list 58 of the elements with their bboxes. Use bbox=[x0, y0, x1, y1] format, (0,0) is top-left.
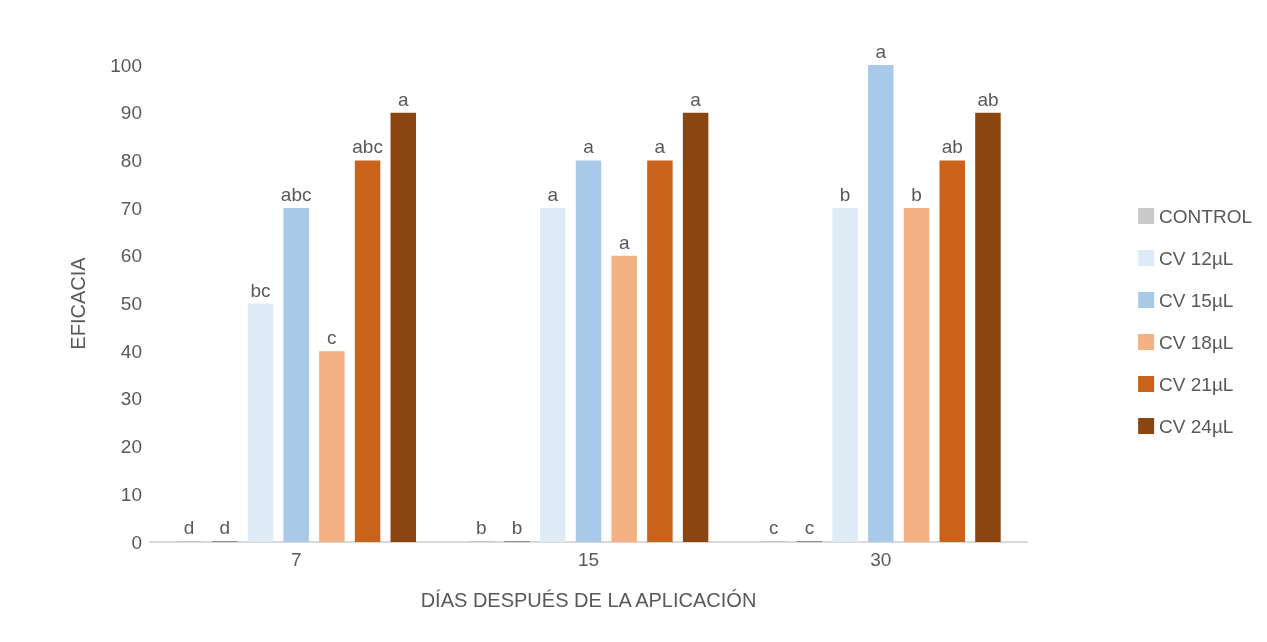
data-label: b bbox=[839, 184, 851, 206]
data-label: abc bbox=[352, 136, 383, 158]
y-tick-label: 80 bbox=[120, 149, 142, 171]
y-tick-label: 60 bbox=[120, 245, 142, 267]
data-label: a bbox=[547, 184, 559, 206]
y-tick-label: 70 bbox=[120, 197, 142, 219]
y-tick-label: 20 bbox=[120, 436, 142, 458]
bar bbox=[354, 160, 381, 542]
x-tick-label: 7 bbox=[290, 549, 302, 570]
bar bbox=[939, 160, 965, 542]
data-label: b bbox=[911, 184, 922, 206]
bar bbox=[390, 112, 417, 542]
legend-label: CV 12µL bbox=[1159, 247, 1234, 269]
data-label: ab bbox=[941, 136, 963, 158]
data-label: a bbox=[397, 88, 409, 110]
y-tick-label: 100 bbox=[110, 54, 142, 76]
data-label: c bbox=[327, 327, 337, 349]
y-axis-title: EFICACIA bbox=[67, 256, 89, 350]
bar bbox=[575, 160, 602, 542]
data-label: a bbox=[875, 41, 887, 62]
legend-label: CV 24µL bbox=[1159, 415, 1234, 437]
legend-label: CV 15µL bbox=[1159, 289, 1234, 311]
data-label: b bbox=[511, 517, 523, 538]
legend-label: CV 18µL bbox=[1159, 331, 1234, 353]
data-label: b bbox=[476, 517, 487, 538]
bar bbox=[868, 65, 894, 542]
legend-label: CV 21µL bbox=[1159, 373, 1234, 395]
y-tick-label: 50 bbox=[120, 293, 142, 314]
data-label: a bbox=[690, 88, 702, 110]
bar bbox=[319, 351, 345, 542]
bar bbox=[975, 112, 1001, 542]
bar bbox=[647, 160, 673, 542]
data-label: c bbox=[768, 517, 779, 538]
data-label: c bbox=[804, 517, 815, 538]
data-label: bc bbox=[250, 279, 271, 301]
legend-label: CONTROL bbox=[1159, 205, 1253, 227]
bar bbox=[611, 255, 637, 542]
data-label: ab bbox=[977, 88, 999, 110]
x-axis-title: DÍAS DESPUÉS DE LA APLICACIÓN bbox=[420, 589, 757, 611]
data-label: a bbox=[618, 231, 630, 253]
y-tick-label: 0 bbox=[131, 531, 142, 553]
data-label: a bbox=[654, 136, 666, 158]
data-label: abc bbox=[280, 184, 312, 206]
x-tick-label: 30 bbox=[870, 549, 892, 570]
data-label: d bbox=[219, 517, 231, 538]
data-label: a bbox=[583, 136, 595, 158]
y-tick-label: 10 bbox=[120, 483, 142, 505]
x-tick-label: 15 bbox=[577, 549, 600, 570]
bar bbox=[682, 112, 709, 542]
bar bbox=[247, 303, 274, 542]
y-tick-label: 40 bbox=[120, 340, 142, 362]
y-tick-label: 30 bbox=[120, 388, 142, 410]
data-label: d bbox=[183, 517, 195, 538]
bar bbox=[832, 208, 858, 542]
y-tick-label: 90 bbox=[120, 102, 142, 124]
bar bbox=[540, 208, 566, 542]
bar bbox=[283, 208, 309, 542]
bar bbox=[903, 208, 930, 542]
